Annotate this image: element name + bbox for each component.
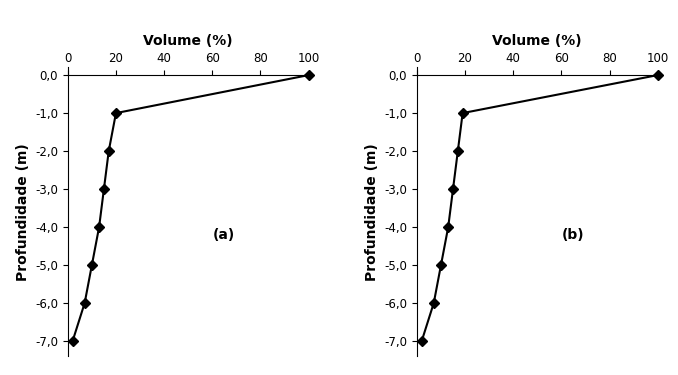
Y-axis label: Profundidade (m): Profundidade (m)	[365, 143, 378, 281]
Text: (a): (a)	[212, 228, 235, 242]
X-axis label: Volume (%): Volume (%)	[143, 34, 233, 48]
Text: (b): (b)	[561, 228, 584, 242]
Y-axis label: Profundidade (m): Profundidade (m)	[16, 143, 30, 281]
X-axis label: Volume (%): Volume (%)	[492, 34, 582, 48]
